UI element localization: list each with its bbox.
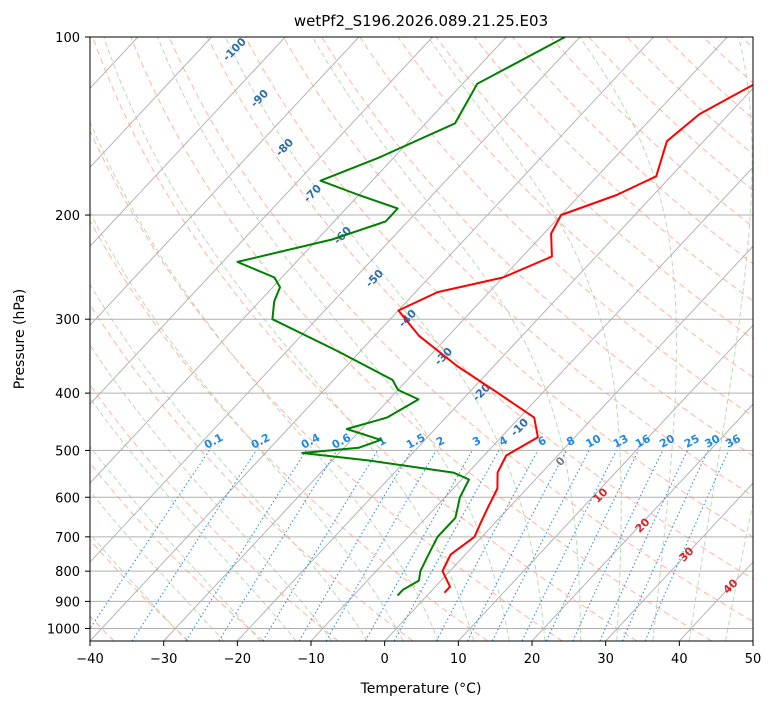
mixing-ratio-line — [435, 450, 539, 641]
mixing-ratio-label: 10 — [584, 432, 604, 451]
dry-adiabat — [92, 37, 638, 641]
moist-adiabat — [579, 37, 677, 641]
y-tick-label: 200 — [55, 209, 80, 224]
isotherm — [90, 37, 360, 326]
y-tick-label: 900 — [55, 595, 80, 610]
isotherm — [531, 403, 753, 641]
mixing-ratio-line — [491, 450, 590, 641]
isotherm — [384, 245, 753, 641]
dry-adiabat — [206, 37, 753, 580]
y-tick-label: 300 — [55, 313, 80, 328]
x-tick-label: −30 — [150, 652, 177, 667]
mixing-ratio-label: 25 — [682, 432, 702, 451]
mixing-ratio-line — [90, 450, 210, 630]
isotherm — [605, 482, 753, 641]
dewpoint-profile — [236, 37, 566, 597]
moist-adiabat — [157, 37, 510, 641]
mixing-ratio-line — [393, 450, 500, 641]
mixing-ratio-line — [131, 450, 257, 641]
moist-adiabat — [90, 344, 333, 641]
x-tick-label: −40 — [76, 652, 103, 667]
mixing-ratio-label: 36 — [723, 432, 743, 451]
dry-adiabat — [130, 37, 712, 641]
x-axis-label: Temperature (°C) — [360, 681, 482, 697]
mixing-ratio-label: 20 — [657, 432, 677, 451]
y-tick-label: 1000 — [47, 622, 80, 637]
chart-title: wetPf2_S196.2026.089.21.25.E03 — [294, 12, 548, 31]
mixing-ratio-line — [621, 450, 709, 641]
isotherm — [236, 87, 753, 641]
axis-ticks: −40 −30 −20 −10 0 10 20 30 40 50 100 200 300 400 500 60… — [47, 31, 761, 667]
x-tick-label: 0 — [381, 652, 389, 667]
dry-adiabat — [90, 219, 488, 641]
plot-frame — [89, 36, 754, 642]
isotherm — [90, 37, 654, 641]
x-tick-label: 20 — [524, 652, 541, 667]
moist-adiabat — [90, 490, 225, 641]
dry-adiabat — [90, 129, 563, 641]
moist-adiabat — [427, 37, 622, 641]
mixing-ratio-line — [644, 450, 730, 641]
dry-adiabat — [435, 37, 753, 340]
isotherm — [163, 37, 728, 641]
y-axis-label: Pressure (hPa) — [12, 289, 28, 389]
dry-adiabat — [244, 37, 753, 538]
x-tick-label: 30 — [597, 652, 614, 667]
x-tick-label: 40 — [671, 652, 688, 667]
moist-adiabat — [224, 37, 546, 641]
isotherm — [90, 37, 212, 169]
isotherm — [457, 324, 753, 641]
mixing-ratio-line — [185, 450, 307, 641]
x-tick-label: 50 — [745, 652, 762, 667]
moist-adiabat — [90, 445, 261, 641]
dry-adiabat — [473, 37, 753, 302]
dry-adiabat — [90, 539, 190, 641]
moist-adiabat — [90, 533, 188, 641]
temperature-profile — [397, 83, 753, 594]
y-tick-label: 700 — [55, 531, 80, 546]
mixing-ratio-line — [218, 450, 338, 641]
isotherm — [90, 37, 286, 247]
moist-adiabat — [688, 37, 753, 641]
x-tick-label: 10 — [450, 652, 467, 667]
isotherm — [310, 166, 753, 641]
y-tick-label: 600 — [55, 491, 80, 506]
mixing-ratio-line — [599, 450, 688, 641]
x-tick-label: −10 — [297, 652, 324, 667]
moist-adiabat — [90, 283, 369, 641]
isotherm — [90, 37, 581, 563]
moist-adiabat — [90, 211, 404, 641]
y-tick-label: 100 — [55, 31, 80, 46]
mixing-ratio-label: 16 — [633, 432, 653, 451]
dry-adiabat — [90, 462, 264, 641]
x-tick-label: −20 — [224, 652, 251, 667]
isotherm — [90, 37, 433, 405]
isotherm — [90, 37, 507, 484]
mixing-ratio-label: 13 — [611, 432, 631, 451]
moist-adiabat — [725, 501, 753, 641]
moist-adiabat — [103, 37, 475, 641]
y-tick-label: 800 — [55, 565, 80, 580]
mixing-ratio-line — [521, 450, 617, 641]
mixing-ratio-label: 30 — [703, 432, 723, 451]
y-tick-label: 400 — [55, 387, 80, 402]
mixing-ratio-line — [364, 450, 473, 641]
dry-adiabat — [283, 37, 753, 497]
dry-adiabat — [168, 37, 753, 623]
y-tick-label: 500 — [55, 444, 80, 459]
profiles — [236, 37, 753, 597]
